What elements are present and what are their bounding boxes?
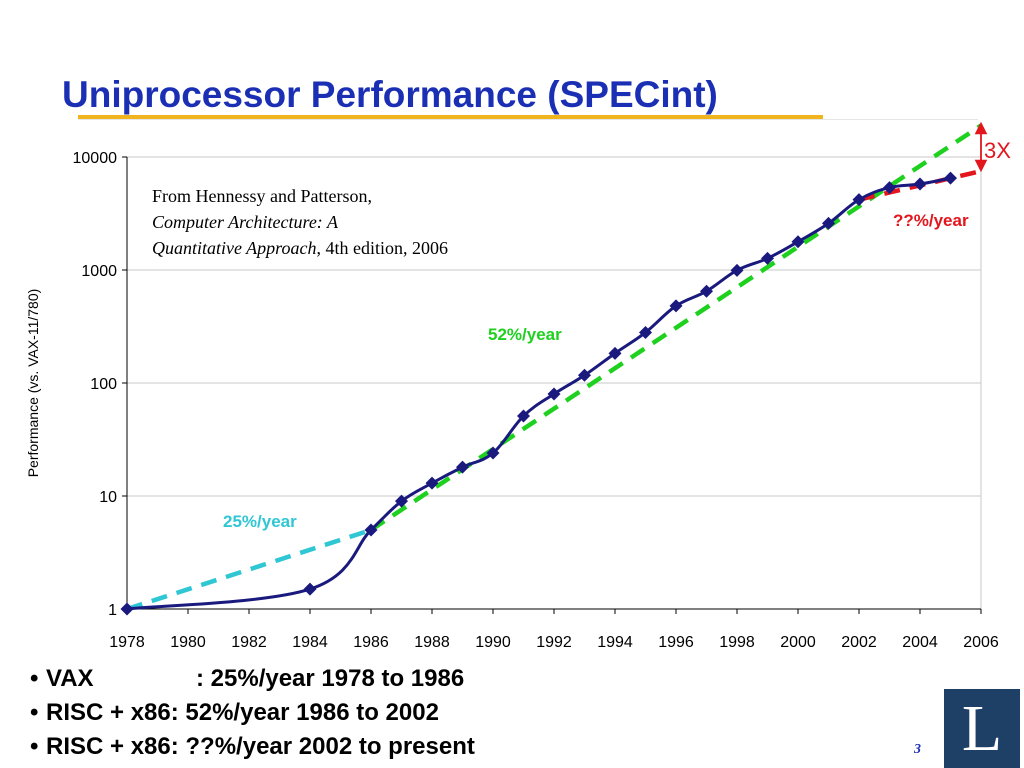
x-tick-label: 1978 [109, 634, 145, 651]
data-point [791, 235, 805, 249]
data-point [700, 284, 713, 298]
data-point [395, 494, 408, 508]
data-point [517, 409, 530, 423]
x-tick-label: 2002 [841, 634, 877, 651]
title-divider [78, 119, 978, 120]
x-tick-label: 1992 [536, 634, 572, 651]
y-tick-label: 10 [99, 489, 117, 506]
x-tick-label: 1998 [719, 634, 755, 651]
data-point [486, 446, 500, 460]
logo-letter: L [961, 692, 1003, 765]
y-axis-label: Performance (vs. VAX-11/780) [25, 289, 41, 478]
x-tick-label: 2000 [780, 634, 816, 651]
data-point [669, 299, 683, 313]
x-tick-label: 2004 [902, 634, 938, 651]
bullet-text: : ??%/year 2002 to present [170, 733, 475, 760]
bullet-name: VAX [46, 665, 94, 692]
data-point [608, 346, 622, 360]
bullet-dot-icon: • [30, 699, 39, 726]
data-point [456, 460, 469, 474]
bullet-item: • VAX : 25%/year 1978 to 1986 [30, 662, 475, 696]
x-tick-label: 1996 [658, 634, 694, 651]
data-point [883, 181, 896, 195]
bullet-name: RISC + x86 [46, 699, 171, 726]
y-tick-label: 1000 [81, 263, 117, 280]
page-number: 3 [914, 742, 921, 757]
bullet-item: • RISC + x86: ??%/year 2002 to present [30, 730, 475, 764]
data-point [120, 602, 134, 616]
data-point [639, 325, 652, 339]
x-tick-label: 1982 [231, 634, 267, 651]
chart-axes [122, 156, 982, 614]
data-point [944, 171, 957, 185]
data-point [730, 263, 744, 277]
chart-labels: 1 10 100 1000 10000 1978 1980 1982 1984 1986 1988 1… [25, 121, 1011, 651]
trend-label: 52%/year [488, 325, 562, 344]
data-series [120, 171, 957, 616]
data-point [852, 193, 866, 207]
chart-gridlines [127, 156, 981, 497]
data-point [761, 251, 774, 265]
data-point [578, 368, 591, 382]
gap-label: 3X [984, 138, 1011, 163]
x-tick-label: 1994 [597, 634, 633, 651]
data-point [547, 387, 561, 401]
university-logo: L [944, 689, 1020, 768]
x-tick-label: 1986 [353, 634, 389, 651]
data-point [822, 216, 835, 230]
x-tick-label: 2006 [963, 634, 999, 651]
data-point [303, 582, 317, 596]
x-tick-label: 1980 [170, 634, 206, 651]
trend-label: 25%/year [223, 512, 297, 531]
bullet-dot-icon: • [30, 665, 39, 692]
bullet-text: : 25%/year 1978 to 1986 [196, 665, 465, 692]
data-point [364, 523, 378, 537]
y-tick-label: 10000 [73, 150, 118, 167]
source-book-title: Computer Architecture: A [152, 212, 339, 232]
data-point [425, 476, 439, 490]
y-tick-label: 100 [90, 376, 117, 393]
bullet-dot-icon: • [30, 733, 39, 760]
x-tick-label: 1988 [414, 634, 450, 651]
trend-label: ??%/year [893, 211, 969, 230]
bullet-item: • RISC + x86: 52%/year 1986 to 2002 [30, 696, 475, 730]
performance-chart: 1 10 100 1000 10000 1978 1980 1982 1984 1986 1988 1… [25, 121, 1011, 651]
bullet-text: : 52%/year 1986 to 2002 [170, 699, 439, 726]
source-book-edition: Quantitative Approach, 4th edition, 2006 [152, 238, 448, 258]
summary-bullets: • VAX : 25%/year 1978 to 1986 • RISC + x86:… [30, 662, 475, 764]
trend-line [126, 527, 372, 612]
x-tick-label: 1984 [292, 634, 328, 651]
bullet-name: RISC + x86 [46, 733, 171, 760]
x-tick-label: 1990 [475, 634, 511, 651]
slide-title: Uniprocessor Performance (SPECint) [62, 74, 718, 115]
title-underline [78, 115, 823, 119]
source-line: From Hennessy and Patterson, [152, 186, 372, 206]
y-tick-label: 1 [108, 602, 117, 619]
trend-line [369, 123, 983, 532]
data-point [913, 177, 927, 191]
